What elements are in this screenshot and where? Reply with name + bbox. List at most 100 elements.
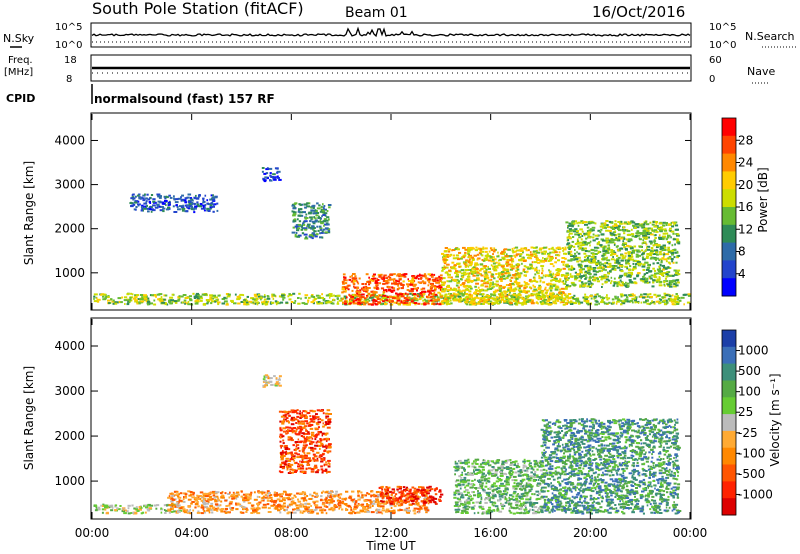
colorbar-swatch (722, 189, 736, 208)
heatmap-cell (400, 284, 405, 286)
heatmap-cell (636, 272, 641, 275)
heatmap-cell (641, 253, 644, 256)
heatmap-cell (664, 299, 668, 302)
heatmap-cell (485, 274, 489, 277)
heatmap-cell (111, 300, 115, 303)
heatmap-cell (532, 253, 536, 256)
heatmap-cell (608, 297, 611, 300)
heatmap-cell (645, 261, 649, 264)
heatmap-cell (669, 298, 674, 301)
heatmap-cell (204, 194, 207, 197)
y-tick-label: 4000 (54, 133, 85, 147)
heatmap-cell (469, 293, 472, 296)
heatmap-cell (509, 279, 512, 282)
heatmap-cell (344, 282, 348, 285)
heatmap-cell (306, 436, 309, 439)
heatmap-cell (395, 283, 400, 285)
heatmap-cell (549, 251, 552, 254)
heatmap-cell (464, 251, 467, 254)
heatmap-cell (281, 504, 285, 507)
heatmap-cell (293, 302, 296, 304)
heatmap-cell (580, 268, 583, 271)
heatmap-cell (345, 289, 347, 292)
heatmap-cell (610, 251, 614, 254)
heatmap-cell (478, 252, 482, 255)
heatmap-cell (655, 251, 658, 254)
heatmap-cell (396, 288, 399, 291)
heatmap-cell (161, 201, 165, 204)
heatmap-cell (160, 296, 163, 299)
heatmap-cell (274, 506, 279, 509)
heatmap-cell (662, 253, 665, 256)
heatmap-cell (514, 294, 518, 297)
nave-label: Nave (747, 65, 775, 78)
heatmap-cell (535, 249, 538, 252)
heatmap-cell (584, 243, 588, 246)
heatmap-cell (294, 432, 297, 435)
heatmap-cell (203, 209, 206, 212)
heatmap-cell (534, 269, 539, 272)
heatmap-cell (569, 303, 574, 305)
heatmap-cell (187, 193, 192, 196)
heatmap-cell (137, 298, 141, 301)
heatmap-cell (567, 252, 571, 255)
heatmap-cell (283, 502, 286, 505)
heatmap-cell (627, 271, 631, 274)
heatmap-cell (311, 205, 314, 208)
heatmap-cell (468, 254, 473, 257)
heatmap-cell (165, 204, 167, 206)
heatmap-cell (307, 510, 311, 513)
heatmap-cell (498, 284, 503, 287)
heatmap-cell (392, 289, 396, 292)
heatmap-cell (567, 239, 570, 242)
heatmap-cell (459, 292, 463, 295)
heatmap-cell (461, 293, 465, 296)
heatmap-cell (382, 291, 386, 293)
heatmap-cell (282, 296, 286, 299)
heatmap-cell (570, 281, 575, 284)
heatmap-cell (579, 285, 582, 288)
heatmap-cell (539, 290, 544, 293)
heatmap-cell (307, 511, 310, 514)
heatmap-cell (637, 250, 641, 253)
heatmap-cell (336, 499, 341, 502)
colorbar-swatch (722, 278, 736, 297)
heatmap-cell (568, 244, 572, 247)
heatmap-cell (526, 253, 529, 256)
heatmap-cell (566, 265, 569, 268)
heatmap-cell (322, 206, 325, 209)
heatmap-cell (216, 202, 219, 205)
heatmap-cell (178, 205, 183, 208)
heatmap-cell (644, 236, 649, 239)
heatmap-cell (372, 301, 375, 304)
heatmap-cell (633, 277, 637, 280)
heatmap-cell (617, 296, 619, 299)
heatmap-cell (646, 299, 649, 302)
heatmap-cell (640, 225, 644, 228)
heatmap-cell (321, 471, 324, 474)
heatmap-cell (467, 249, 472, 251)
heatmap-cell (426, 279, 431, 282)
heatmap-cell (460, 269, 465, 272)
heatmap-cell (187, 498, 192, 501)
heatmap-cell (642, 229, 647, 232)
heatmap-cell (455, 284, 459, 287)
heatmap-cell (190, 502, 193, 505)
heatmap-cell (550, 276, 554, 279)
heatmap-cell (652, 220, 656, 223)
heatmap-cell (623, 242, 628, 245)
heatmap-cell (389, 296, 394, 298)
heatmap-cell (187, 505, 191, 508)
heatmap-cell (467, 256, 470, 259)
heatmap-cell (642, 239, 645, 242)
heatmap-cell (431, 278, 435, 281)
heatmap-cell (618, 229, 622, 232)
heatmap-cell (297, 223, 301, 226)
heatmap-cell (622, 284, 625, 286)
heatmap-cell (622, 229, 626, 232)
heatmap-cell (342, 290, 347, 293)
heatmap-cell (230, 507, 235, 509)
heatmap-cell (294, 233, 297, 236)
heatmap-cell (568, 246, 572, 249)
heatmap-cell (240, 511, 245, 514)
